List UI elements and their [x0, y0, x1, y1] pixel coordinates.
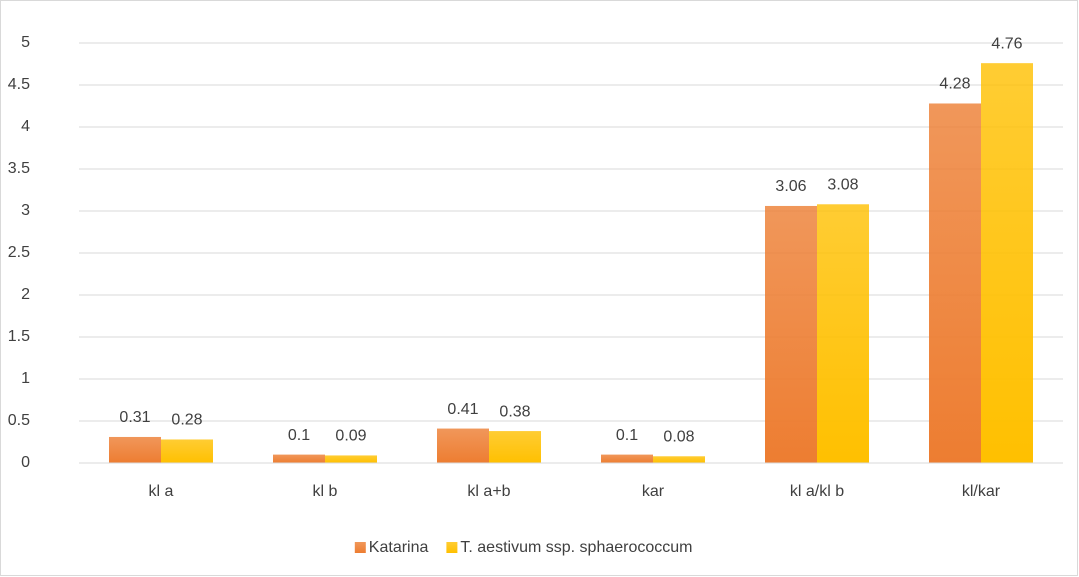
- data-label: 4.76: [991, 35, 1022, 52]
- x-tick-label: kl a: [149, 483, 174, 500]
- data-label: 3.06: [775, 178, 806, 195]
- bar: [161, 439, 213, 463]
- data-label: 0.09: [335, 428, 366, 445]
- y-tick-label: 2: [21, 286, 30, 303]
- y-tick-label: 0.5: [8, 412, 30, 429]
- bar: [817, 204, 869, 463]
- data-label: 0.1: [616, 427, 638, 444]
- y-tick-label: 4: [21, 118, 30, 135]
- legend-label: T. aestivum ssp. sphaerococcum: [460, 539, 692, 556]
- x-tick-label: kl/kar: [962, 483, 1001, 500]
- x-tick-label: kl a+b: [467, 483, 510, 500]
- bar: [273, 454, 325, 463]
- bar: [437, 428, 489, 463]
- data-label: 0.38: [499, 403, 530, 420]
- data-label: 3.08: [827, 176, 858, 193]
- data-label: 0.28: [171, 412, 202, 429]
- y-tick-label: 2.5: [8, 244, 30, 261]
- data-label: 0.31: [119, 409, 150, 426]
- x-tick-label: kar: [642, 483, 665, 500]
- bar: [109, 436, 161, 463]
- bar: [929, 103, 981, 463]
- y-tick-label: 3.5: [8, 160, 30, 177]
- bar: [653, 456, 705, 463]
- y-tick-label: 1: [21, 370, 30, 387]
- x-tick-label: kl a/kl b: [790, 483, 844, 500]
- bar: [601, 454, 653, 463]
- y-tick-label: 0: [21, 454, 30, 471]
- y-tick-label: 4.5: [8, 76, 30, 93]
- y-tick-label: 3: [21, 202, 30, 219]
- y-tick-label: 5: [21, 34, 30, 51]
- bar: [325, 455, 377, 463]
- bar: [981, 63, 1033, 463]
- legend-label: Katarina: [369, 539, 429, 556]
- bar: [765, 205, 817, 463]
- bar: [489, 431, 541, 463]
- x-tick-label: kl b: [313, 483, 338, 500]
- y-tick-label: 1.5: [8, 328, 30, 345]
- data-label: 0.1: [288, 427, 310, 444]
- legend-swatch: [446, 542, 458, 553]
- legend-swatch: [354, 542, 366, 553]
- data-label: 0.08: [663, 428, 694, 445]
- data-label: 4.28: [939, 76, 970, 93]
- data-label: 0.41: [447, 401, 478, 418]
